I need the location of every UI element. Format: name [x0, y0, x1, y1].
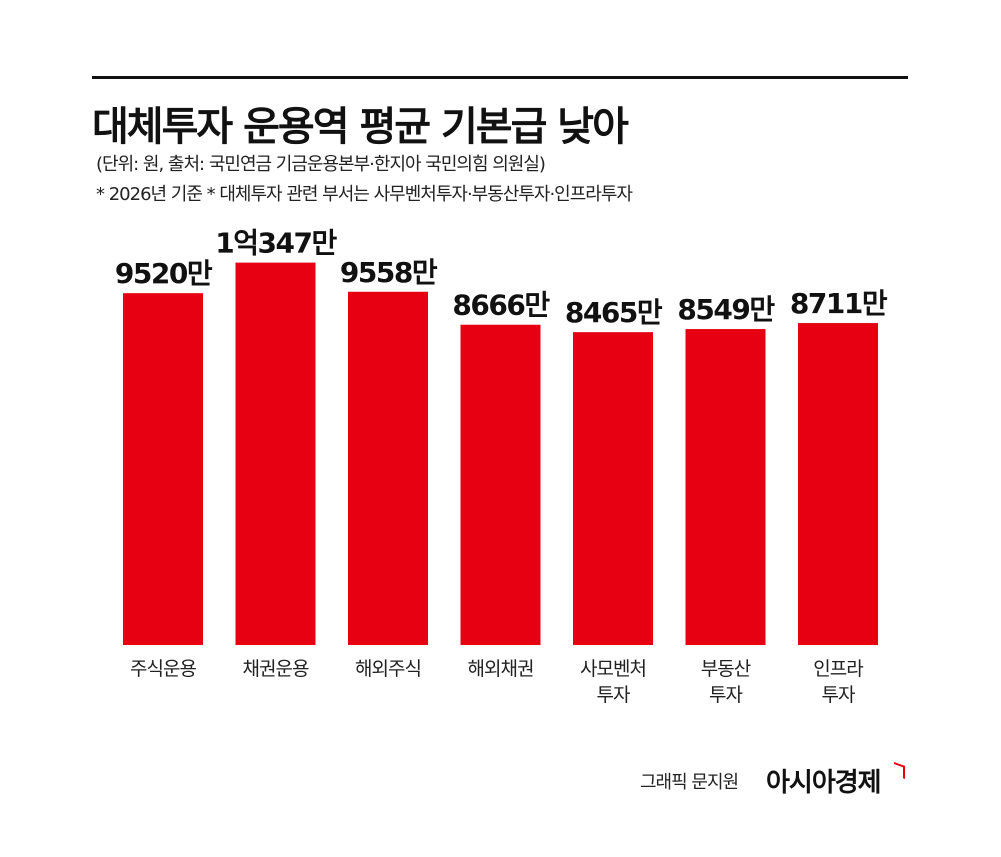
- category-label: 주식운용: [130, 658, 196, 680]
- category-label: 해외채권: [468, 658, 534, 680]
- bar: [573, 332, 653, 645]
- data-label: 8666만: [452, 289, 550, 322]
- data-label: 9558만: [340, 256, 438, 289]
- bar: [460, 324, 541, 645]
- bar: [798, 323, 878, 645]
- category-label: 인프라: [813, 658, 863, 680]
- data-label: 8549만: [677, 293, 775, 326]
- category-label: 채권운용: [243, 658, 309, 680]
- category-label: 투자: [822, 684, 855, 706]
- bar: [685, 329, 766, 645]
- basis-note: * 2026년 기준 * 대체투자 관련 부서는 사무벤처투자·부동산투자·인프…: [96, 184, 633, 205]
- category-label: 투자: [709, 684, 742, 706]
- brand-mark-icon: [894, 761, 905, 780]
- top-rule: [92, 76, 908, 79]
- bar: [123, 293, 203, 645]
- bar: [348, 291, 428, 645]
- category-label: 사모벤처: [580, 658, 646, 680]
- graphic-credit: 그래픽 문지원: [640, 772, 739, 793]
- data-label: 8711만: [790, 287, 888, 320]
- category-label: 부동산: [701, 658, 751, 680]
- data-label: 8465만: [565, 296, 663, 329]
- data-label: 1억347만: [215, 227, 337, 260]
- data-label: 9520만: [115, 257, 213, 290]
- source-note: (단위: 원, 출처: 국민연금 기금운용본부·한지아 국민의힘 의원실): [96, 154, 546, 175]
- category-label: 해외주식: [355, 658, 421, 680]
- chart-title: 대체투자 운용역 평균 기본급 낮아: [92, 104, 629, 150]
- category-label: 투자: [597, 684, 630, 706]
- bar: [235, 262, 316, 645]
- brand-logo: 아시아경제: [766, 768, 882, 798]
